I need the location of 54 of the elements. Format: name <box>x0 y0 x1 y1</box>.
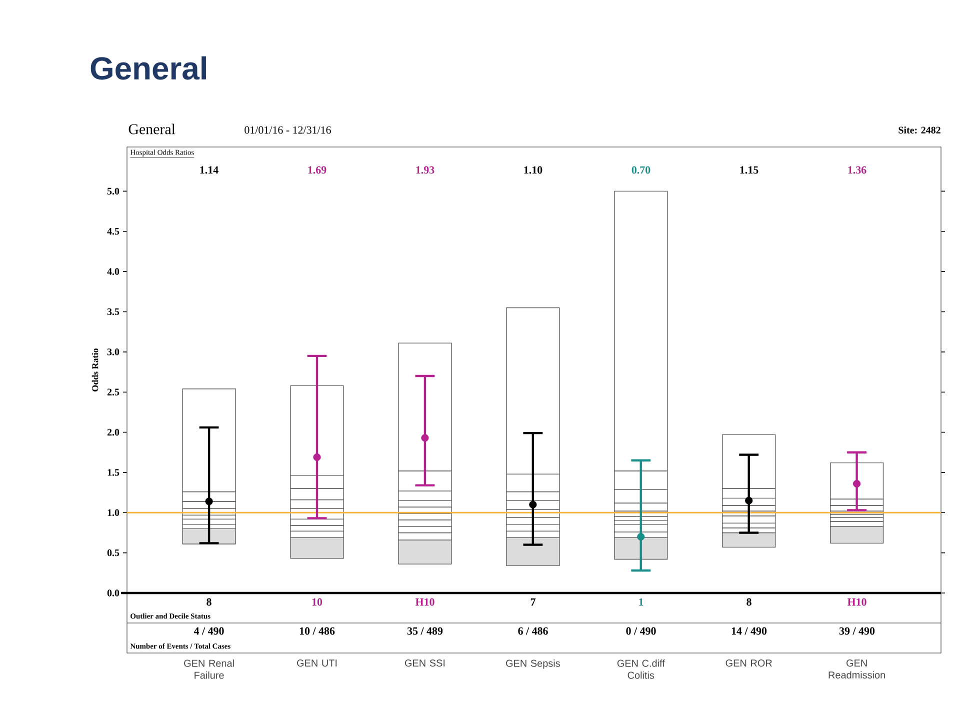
annotation: 1.36 <box>848 166 866 174</box>
bar <box>182 528 236 544</box>
x-tick-label: GEN ROR <box>726 660 772 667</box>
text: 35 / 489 <box>407 627 443 635</box>
point <box>529 500 537 508</box>
point <box>205 498 213 506</box>
y-axis-title: Odds Ratio <box>92 348 98 392</box>
text: 10 / 486 <box>300 627 335 635</box>
y-tick-label: 5.0 <box>107 188 120 195</box>
x-tick-label: GEN Sepsis <box>506 660 560 669</box>
y-tick-label: 4.5 <box>107 228 120 235</box>
text: 8 <box>206 598 212 606</box>
annotation: 1.10 <box>524 166 542 174</box>
text: 1 <box>639 598 644 606</box>
x-tick-label: GEN C.diff Colitis <box>617 660 665 679</box>
y-tick-label: 2.0 <box>107 428 120 436</box>
text: Site: 2482 <box>898 126 940 134</box>
y-tick-label: 1.5 <box>108 469 120 476</box>
y-tick-label: 0.0 <box>107 590 120 596</box>
annotation: 1.14 <box>200 166 218 174</box>
text: H10 <box>847 598 866 606</box>
annotation: 1.93 <box>416 166 434 174</box>
annotation: 1.69 <box>308 166 326 174</box>
text: 01/01/16 - 12/31/16 <box>244 126 331 134</box>
point <box>853 480 861 488</box>
annotation: 1.15 <box>740 166 758 174</box>
x-tick-label: GEN SSI <box>404 660 445 667</box>
text: 0 / 490 <box>626 627 656 635</box>
y-tick-label: 0.5 <box>107 549 120 556</box>
y-tick-label: 1.0 <box>108 509 120 516</box>
x-tick-label: GEN Readmission <box>828 660 885 679</box>
point <box>421 434 429 442</box>
bar <box>830 526 884 544</box>
text: 14 / 490 <box>732 627 767 635</box>
y-tick-label: 3.0 <box>107 348 120 356</box>
y-tick-label: 3.5 <box>107 308 120 316</box>
y-tick-label: 4.0 <box>107 268 120 275</box>
text: 6 / 486 <box>518 627 548 635</box>
text: 10 <box>312 598 322 606</box>
text: 7 <box>530 598 536 606</box>
bar <box>722 532 776 548</box>
annotation: 0.70 <box>632 166 650 174</box>
text: H10 <box>415 598 434 606</box>
point <box>637 532 645 541</box>
x-tick-label: GEN UTI <box>297 660 337 667</box>
point <box>313 453 321 461</box>
chart-title: General <box>90 56 206 80</box>
point <box>745 496 753 504</box>
text: General <box>128 124 176 134</box>
text: 8 <box>746 598 752 606</box>
y-tick-label: 2.5 <box>107 388 120 396</box>
text: 39 / 490 <box>839 627 875 635</box>
x-tick-label: GEN Renal Failure <box>184 660 234 679</box>
text: 4 / 490 <box>194 627 224 635</box>
